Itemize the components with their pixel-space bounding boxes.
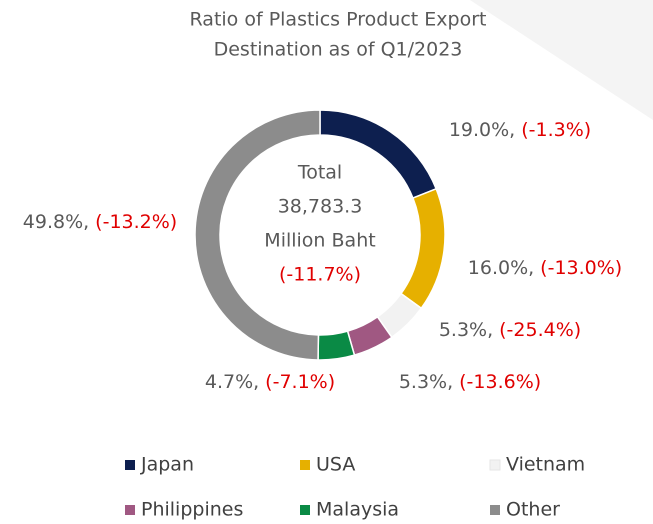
legend-swatch bbox=[300, 460, 310, 470]
center-text: Total bbox=[297, 162, 342, 184]
legend-swatch bbox=[490, 505, 500, 515]
data-label: 5.3%, (-25.4%) bbox=[439, 319, 581, 341]
data-label-value: 4.7%, bbox=[205, 371, 259, 393]
legend-swatch bbox=[489, 459, 501, 471]
center-text: Million Baht bbox=[264, 230, 375, 252]
legend-label: Japan bbox=[140, 454, 194, 476]
data-label-change: (-13.6%) bbox=[459, 371, 541, 393]
data-label-change: (-7.1%) bbox=[265, 371, 335, 393]
data-label-change: (-13.2%) bbox=[95, 211, 177, 233]
data-label: 49.8%, (-13.2%) bbox=[23, 211, 177, 233]
data-label-value: 49.8%, bbox=[23, 211, 89, 233]
data-label: 19.0%, (-1.3%) bbox=[449, 119, 591, 141]
data-label: 4.7%, (-7.1%) bbox=[205, 371, 335, 393]
data-label-value: 19.0%, bbox=[449, 119, 515, 141]
donut-segment bbox=[399, 187, 446, 310]
data-label: 5.3%, (-13.6%) bbox=[399, 371, 541, 393]
center-text: 38,783.3 bbox=[278, 196, 363, 218]
legend-label: Vietnam bbox=[506, 454, 585, 476]
center-change: (-11.7%) bbox=[279, 264, 361, 286]
data-label-change: (-25.4%) bbox=[499, 319, 581, 341]
donut-segment bbox=[317, 330, 356, 361]
data-label-value: 5.3%, bbox=[439, 319, 493, 341]
data-label-change: (-13.0%) bbox=[540, 257, 622, 279]
data-label-change: (-1.3%) bbox=[521, 119, 591, 141]
chart-title: Destination as of Q1/2023 bbox=[214, 39, 463, 61]
donut-segment bbox=[319, 109, 438, 200]
legend-label: Malaysia bbox=[316, 499, 399, 521]
legend-label: Other bbox=[506, 499, 560, 521]
legend-swatch bbox=[125, 505, 135, 515]
background-shape bbox=[470, 0, 653, 120]
data-label-value: 16.0%, bbox=[468, 257, 534, 279]
data-label-value: 5.3%, bbox=[399, 371, 453, 393]
legend-label: Philippines bbox=[141, 499, 243, 521]
donut-segment bbox=[194, 109, 321, 361]
chart-title: Ratio of Plastics Product Export bbox=[190, 9, 487, 31]
data-label: 16.0%, (-13.0%) bbox=[468, 257, 622, 279]
legend-swatch bbox=[300, 505, 310, 515]
legend-swatch bbox=[125, 460, 135, 470]
legend-label: USA bbox=[316, 454, 355, 476]
